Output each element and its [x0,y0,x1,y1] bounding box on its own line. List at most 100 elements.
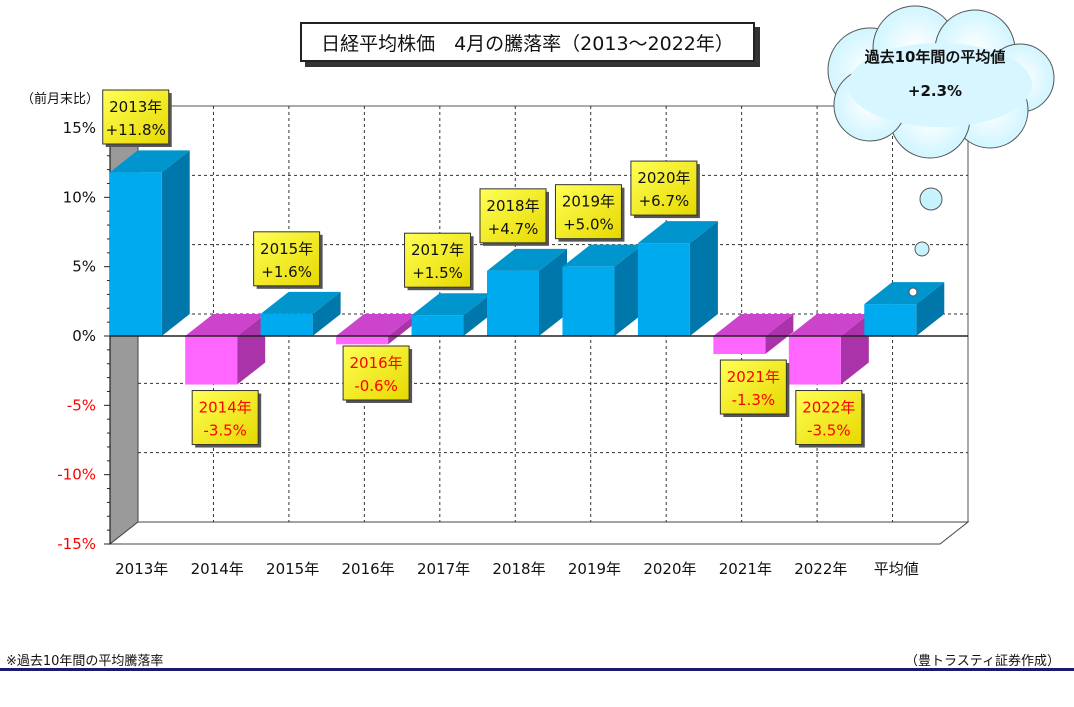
cloud-bubble [914,241,930,257]
x-tick-label: 平均値 [874,560,919,578]
floor [108,521,970,545]
bar-side [463,293,492,336]
bar-side [840,314,869,385]
x-tick-label: 2014年 [191,560,244,578]
bar-front [109,172,162,336]
bar-top [185,314,266,336]
bar [562,244,643,336]
data-label: 2013年 +11.8% [102,89,172,147]
bar-top [411,293,492,316]
data-label-value: -3.5% [203,422,247,440]
bar [109,150,190,336]
x-tick-label: 2017年 [417,560,470,578]
data-label-value: -0.6% [354,377,398,395]
data-label-year: 2022年 [802,399,855,417]
x-tick-label: 2020年 [643,560,696,578]
bar-side [614,244,643,336]
data-label-box [795,390,863,446]
bar [260,291,341,336]
data-label-box [554,184,622,240]
bar-top [260,291,341,314]
data-label: 2015年 +1.6% [253,231,323,289]
bar [411,293,492,336]
bar-top [109,150,190,173]
data-label-year: 2021年 [727,368,780,386]
data-label-value: +6.7% [639,192,690,210]
data-label: 2021年 -1.3% [719,359,790,418]
x-tick-label: 2015年 [266,560,319,578]
bar-front [336,336,389,345]
y-tick-label: 10% [63,188,96,206]
y-tick-label: -15% [57,535,96,553]
data-label-box [253,231,321,287]
data-label-year: 2015年 [260,240,313,258]
data-label-value: +4.7% [488,220,539,238]
x-tick-label: 2022年 [794,560,847,578]
data-label-year: 2017年 [411,241,464,259]
x-tick-label: 2021年 [719,560,772,578]
data-label: 2022年 -3.5% [795,390,865,448]
data-label-value: +1.5% [412,264,463,282]
data-label-box [191,390,259,446]
cloud-core [848,43,1032,127]
bar-top [487,248,567,271]
data-label-box [404,232,472,288]
cloud-bubble [908,287,918,297]
data-label-year: 2019年 [562,193,615,211]
bar-side [689,221,718,336]
callout-cloud [827,5,1055,297]
data-label-year: 2016年 [349,354,402,372]
data-label: 2014年 -3.5% [191,390,262,448]
credit: （豊トラスティ証券作成） [905,654,1060,669]
bar-front [260,313,313,336]
y-tick-label: 5% [72,258,96,276]
bar-top [637,221,718,244]
data-label-value: +5.0% [563,216,614,234]
bar [788,314,869,385]
bar-front [185,336,238,385]
bar-side [916,282,945,336]
bar-front [637,243,690,336]
x-tick-label: 2016年 [341,560,394,578]
bar-side [765,314,794,355]
chart-title: 日経平均株価 4月の騰落率（2013～2022年） [300,22,755,62]
cloud-value: +2.3% [907,82,963,100]
bar [864,282,945,336]
bar-side [312,291,341,336]
bar-front [411,315,464,336]
data-label-year: 2013年 [109,98,162,116]
bar-top [864,282,945,305]
data-label-value: +11.8% [106,121,166,139]
data-label: 2018年 +4.7% [479,188,549,246]
y-tick-label: -5% [67,396,96,414]
bar-top [713,314,794,336]
bar-top [562,244,643,267]
bar-top [336,314,417,336]
y-tick-label: 0% [72,327,96,345]
bar-side [539,248,567,336]
bar [713,314,794,355]
data-label: 2020年 +6.7% [630,160,700,219]
cloud-bubble [919,187,943,211]
bar-side [161,150,190,336]
bar-front [487,270,539,336]
data-label-value: -3.5% [807,422,851,440]
data-label-year: 2020年 [637,169,690,187]
data-label-year: 2014年 [199,399,252,417]
cloud-label: 過去10年間の平均値 [864,48,1006,66]
x-tick-label: 2013年 [115,560,168,578]
data-label: 2017年 +1.5% [404,232,474,291]
data-label-year: 2018年 [486,197,539,215]
data-label: 2016年 -0.6% [342,345,413,403]
bar-front [562,266,615,336]
bar-top [788,314,869,336]
bar [185,314,266,385]
x-tick-label: 2019年 [568,560,621,578]
y-axis-label: （前月末比） [21,91,99,107]
bar [487,248,567,336]
data-label-box [342,345,410,401]
y-tick-label: 15% [63,119,96,137]
data-label: 2019年 +5.0% [554,184,625,242]
bottom-divider [0,668,1074,671]
